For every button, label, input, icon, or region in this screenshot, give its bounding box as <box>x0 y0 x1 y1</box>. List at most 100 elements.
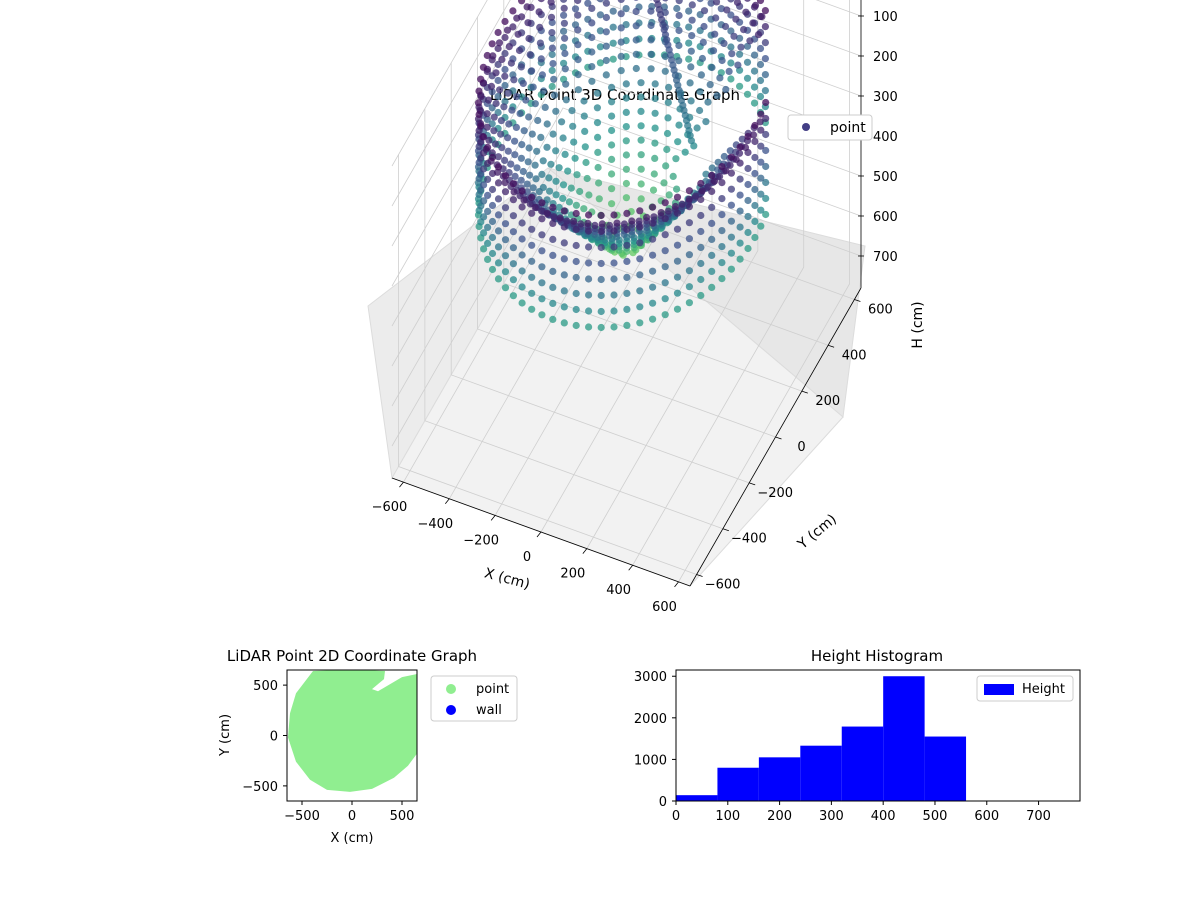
data-point-3d <box>691 192 700 200</box>
data-point-3d <box>636 287 644 295</box>
data-point-3d <box>637 107 645 115</box>
data-point-3d <box>751 233 759 242</box>
data-point-3d <box>662 162 670 170</box>
data-point-3d <box>649 299 657 307</box>
data-point-3d <box>509 196 517 204</box>
data-point-3d <box>699 38 707 47</box>
data-point-3d <box>504 89 512 97</box>
data-point-3d <box>725 67 733 75</box>
data-point-3d <box>685 219 694 227</box>
y-tick-3d <box>827 344 835 348</box>
data-point-3d <box>711 30 719 38</box>
data-point-3d <box>504 147 512 155</box>
grid-line-y <box>529 0 829 346</box>
data-point-3d <box>661 295 669 303</box>
data-point-3d <box>492 69 500 77</box>
data-point-3d <box>632 7 640 16</box>
grid-line-x <box>403 0 575 483</box>
data-point-3d <box>720 152 728 161</box>
data-point-3d <box>509 212 517 220</box>
data-point-3d <box>622 137 630 145</box>
data-point-3d <box>501 33 509 42</box>
data-point-3d <box>549 299 557 307</box>
data-point-3d <box>643 213 651 221</box>
data-point-3d <box>697 179 705 188</box>
data-point-3d <box>522 96 530 104</box>
data-point-3d <box>529 83 537 91</box>
data-point-3d <box>687 63 695 71</box>
data-point-3d <box>484 239 492 247</box>
data-point-3d <box>477 75 485 83</box>
data-point-3d <box>637 180 645 188</box>
data-point-3d <box>518 283 526 291</box>
data-point-3d <box>610 259 618 267</box>
data-point-3d <box>561 65 569 73</box>
data-point-3d <box>727 185 736 193</box>
z-tick-label-3d: 500 <box>873 170 898 185</box>
histogram-bar <box>800 745 842 801</box>
data-point-3d <box>501 72 509 80</box>
data-point-3d <box>550 75 558 83</box>
data-point-3d <box>537 55 545 63</box>
data-point-3d <box>580 205 588 213</box>
data-point-3d <box>736 207 744 215</box>
data-point-3d <box>608 200 616 208</box>
data-point-3d <box>570 217 578 225</box>
data-point-3d <box>708 63 716 72</box>
legend-histogram: Height <box>976 675 1074 702</box>
data-point-3d <box>651 94 659 103</box>
data-point-3d <box>727 0 735 3</box>
data-point-3d <box>720 39 728 48</box>
data-point-3d <box>710 177 719 185</box>
data-point-3d <box>569 122 577 130</box>
data-point-3d <box>507 59 515 67</box>
data-point-3d <box>596 11 605 19</box>
data-point-3d <box>636 303 644 311</box>
data-point-3d <box>480 245 488 253</box>
data-point-3d <box>488 233 497 242</box>
chart-2d-title: LiDAR Point 2D Coordinate Graph <box>227 647 477 665</box>
data-point-3d <box>595 195 603 203</box>
data-point-3d <box>649 283 657 291</box>
data-point-3d <box>726 161 734 169</box>
data-point-3d <box>737 43 745 51</box>
data-point-3d <box>538 311 546 319</box>
data-point-3d <box>483 51 491 60</box>
data-point-3d <box>518 187 526 195</box>
data-point-3d <box>503 26 512 34</box>
data-point-3d <box>636 239 644 247</box>
data-point-3d <box>697 211 705 220</box>
data-point-3d <box>563 217 571 225</box>
data-point-3d <box>528 193 536 201</box>
data-point-3d <box>490 127 498 135</box>
y-axis-label-3d: Y (cm) <box>794 511 840 553</box>
data-point-3d <box>708 251 716 259</box>
data-point-3d <box>596 59 605 67</box>
data-point-3d <box>750 67 759 75</box>
x-tick-3d <box>490 515 496 521</box>
data-point-3d <box>484 191 492 199</box>
data-point-3d <box>751 137 759 146</box>
data-point-3d <box>697 275 705 284</box>
data-point-3d <box>647 65 655 73</box>
data-point-3d <box>509 292 517 300</box>
data-point-3d <box>608 155 616 163</box>
data-point-3d <box>507 160 515 168</box>
data-point-3d <box>494 275 503 283</box>
data-point-3d <box>713 92 721 100</box>
data-point-3d <box>588 48 596 56</box>
data-point-3d <box>501 284 510 292</box>
data-point-3d <box>494 243 503 251</box>
data-point-3d <box>518 267 526 275</box>
data-point-3d <box>702 170 710 178</box>
data-point-3d <box>697 195 705 204</box>
data-point-3d <box>597 243 605 252</box>
data-point-3d <box>650 170 658 178</box>
data-point-3d <box>518 299 526 307</box>
data-point-3d <box>716 172 724 181</box>
data-point-3d <box>649 186 658 194</box>
data-point-3d <box>622 151 631 159</box>
data-point-3d <box>483 123 491 131</box>
data-point-3d <box>661 311 669 319</box>
data-point-3d <box>560 239 568 247</box>
